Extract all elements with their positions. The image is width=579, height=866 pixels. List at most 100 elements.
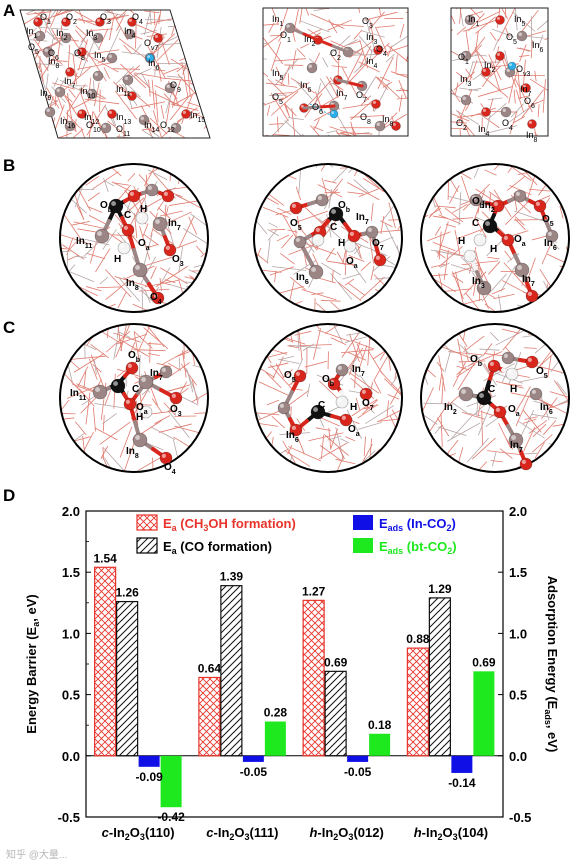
- bar-value-label: 0.28: [264, 706, 288, 720]
- y-tick-label-right: 1.5: [509, 565, 527, 580]
- atom-label: O1: [458, 52, 469, 66]
- atom-label: O4: [132, 12, 143, 26]
- x-tick-label: h-In2O3(012): [309, 825, 383, 842]
- atom-label: Ob: [128, 350, 140, 364]
- panel-label-c: C: [3, 318, 16, 337]
- atom-label: H: [114, 254, 121, 265]
- bar-value-label: 0.69: [324, 655, 348, 669]
- atom-label: In5: [272, 68, 284, 82]
- atom-label: O8: [74, 48, 85, 62]
- legend-label: Ea (CH3OH formation): [163, 516, 296, 533]
- atom-label: O4: [376, 44, 387, 58]
- atom-label: O5: [290, 218, 302, 232]
- atom-label: In8: [382, 114, 394, 128]
- atom-label: Oa: [514, 234, 526, 248]
- x-tick-label: h-In2O3(104): [414, 825, 488, 842]
- atom-label: O3: [170, 404, 182, 418]
- y-tick-label-left: 0.0: [62, 749, 80, 764]
- atom-label: In2: [56, 28, 68, 42]
- atom-label: O7: [362, 398, 374, 412]
- y-tick-label-left: 2.0: [62, 504, 80, 519]
- bar-series-2-cat-1: [116, 600, 139, 757]
- atom-label: O3: [100, 12, 111, 26]
- zoom-circle-c2: [253, 323, 403, 473]
- watermark: 知乎 @大量...: [6, 850, 68, 861]
- atom-label: O5: [284, 370, 296, 384]
- atom-label: In4: [366, 56, 378, 70]
- unit-cell-frame-a3: [450, 7, 549, 137]
- atom-label: In11: [76, 236, 92, 250]
- legend-swatch: [136, 514, 158, 531]
- atom-label: O4: [150, 292, 162, 306]
- bar-value-label: 0.88: [406, 632, 430, 646]
- atom-label: O6: [48, 48, 59, 62]
- bar-series-2-cat-3: [324, 670, 347, 757]
- atom-label: H: [490, 244, 497, 255]
- bar-value-label: 1.27: [302, 584, 326, 598]
- bar-value-label: 0.69: [472, 655, 496, 669]
- unit-cell-frame-a1: [19, 9, 211, 139]
- atom-label: In7: [168, 218, 181, 232]
- y-tick-label-right: 2.0: [509, 504, 527, 519]
- plot-frame: [85, 510, 504, 818]
- atom-label: In3: [86, 28, 98, 42]
- atom-label: In1: [26, 26, 38, 40]
- atom-label: O5: [542, 214, 554, 228]
- unit-cell-frame-a2: [262, 7, 409, 137]
- atom-label: In8: [126, 446, 139, 460]
- bar-value-label: 0.64: [198, 661, 222, 675]
- atom-label: Oa: [138, 238, 150, 252]
- bar-series-2-cat-4: [428, 597, 451, 757]
- atom-label: In7: [336, 88, 348, 102]
- atom-label: C: [330, 222, 337, 233]
- atom-label: Oa: [348, 424, 360, 438]
- bar-series-3-cat-2: [242, 755, 264, 762]
- atom-label: H: [458, 236, 465, 247]
- atom-label: In2: [482, 200, 495, 214]
- atom-label: O4: [164, 462, 176, 476]
- atom-label: O5: [28, 42, 39, 56]
- atom-label: O1: [280, 30, 291, 44]
- atom-label: In4: [478, 124, 490, 138]
- atom-label: In11: [70, 388, 86, 402]
- atom-label: H: [338, 238, 345, 249]
- bar-value-label: 1.54: [93, 551, 117, 565]
- panel-label-d: D: [3, 486, 16, 505]
- zoom-circle-b2: [253, 163, 403, 313]
- bar-series-4-cat-2: [264, 721, 286, 756]
- x-tick-label: c-In2O3(110): [102, 825, 175, 842]
- atom-label: Ob: [470, 354, 482, 368]
- bar-value-label: -0.42: [157, 810, 185, 824]
- chart-legend: Ea (CH3OH formation) Ea (CO formation) Ead…: [136, 514, 457, 556]
- atom-label: In2: [304, 34, 316, 48]
- atom-label: In9: [40, 88, 52, 102]
- atom-label: O9: [170, 80, 181, 94]
- atom-label: H: [350, 402, 357, 413]
- atom-label: In3: [366, 32, 378, 46]
- bar-series-3-cat-1: [138, 755, 160, 767]
- legend-label: Ea (CO formation): [163, 539, 272, 556]
- y-tick-label-left: -0.5: [58, 810, 80, 825]
- bar-value-label: -0.05: [240, 765, 268, 779]
- atom-label: O5: [506, 32, 517, 46]
- atom-label: O6: [524, 96, 535, 110]
- panel-label-b: B: [3, 156, 16, 175]
- atom-label: O6: [312, 102, 323, 116]
- bar-value-label: 0.18: [368, 718, 392, 732]
- atom-label: In3: [460, 74, 472, 88]
- atom-label: O1: [40, 12, 51, 26]
- atom-label: In2: [484, 60, 496, 74]
- bar-series-1-cat-1: [94, 566, 117, 757]
- atom-label: In2: [444, 402, 457, 416]
- atom-label: O3: [362, 16, 373, 30]
- bar-series-1-cat-4: [406, 647, 429, 757]
- atom-label: In8: [48, 56, 60, 70]
- atom-label: O11: [116, 124, 130, 138]
- atom-label: O3: [172, 254, 184, 268]
- legend-swatch: [136, 537, 158, 554]
- y-axis-title-right: Adsorption Energy (Eads, eV): [543, 576, 560, 753]
- zoom-circle-c1: [59, 323, 209, 473]
- y-tick-label-right: 0.5: [509, 688, 527, 703]
- zoom-circle-b3: [420, 163, 570, 313]
